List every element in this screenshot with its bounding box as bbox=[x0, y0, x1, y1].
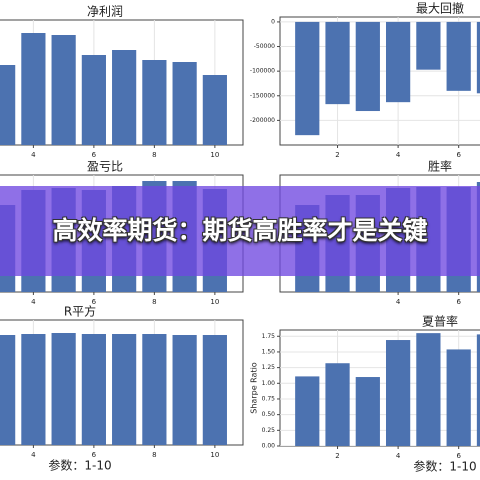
x-tick-label: 2 bbox=[335, 151, 339, 159]
bar bbox=[81, 55, 106, 145]
bar bbox=[112, 50, 137, 145]
chart-panel: R平方 4 6 8 10 参数：1-10 bbox=[0, 304, 244, 473]
x-tick-label: 6 bbox=[92, 451, 97, 459]
banner-text: 高效率期货：期货高胜率才是关键 bbox=[52, 216, 428, 245]
bar bbox=[325, 363, 350, 446]
bar bbox=[385, 340, 411, 446]
bar bbox=[385, 21, 411, 103]
y-tick-label: -200000 bbox=[250, 117, 275, 124]
y-tick-label: 1.75 bbox=[262, 333, 276, 340]
bar bbox=[0, 65, 16, 145]
y-tick-label: -150000 bbox=[250, 92, 275, 99]
bar bbox=[355, 21, 380, 112]
x-tick-label: 8 bbox=[152, 298, 156, 306]
bar bbox=[172, 335, 197, 445]
plot-area bbox=[0, 320, 227, 445]
bar bbox=[446, 21, 471, 91]
x-tick-label: 10 bbox=[210, 298, 219, 306]
bar bbox=[202, 335, 227, 445]
bar bbox=[416, 21, 441, 70]
bar bbox=[476, 334, 480, 446]
banner: 高效率期货：期货高胜率才是关键 bbox=[0, 186, 480, 276]
y-tick-label: 0 bbox=[271, 18, 275, 25]
bar bbox=[51, 35, 76, 145]
x-tick-label: 6 bbox=[456, 151, 461, 159]
bar bbox=[295, 21, 320, 136]
y-tick-label: 0.00 bbox=[262, 443, 276, 450]
chart-panel: 最大回撤 2 4 6 0 -50000 -100000 -150000 -200000 bbox=[250, 1, 480, 159]
x-tick-label: 10 bbox=[210, 451, 219, 459]
bar bbox=[476, 21, 480, 94]
bar bbox=[172, 62, 197, 145]
bar bbox=[81, 334, 106, 445]
chart-title: 净利润 bbox=[87, 5, 123, 19]
y-tick-label: -50000 bbox=[254, 43, 275, 50]
chart-title: 盈亏比 bbox=[87, 160, 123, 174]
x-tick-label: 2 bbox=[335, 452, 339, 460]
chart-panel: 净利润 4 6 8 10 bbox=[0, 5, 244, 159]
x-tick-label: 6 bbox=[92, 151, 97, 159]
y-tick-label: -100000 bbox=[250, 68, 275, 75]
x-tick-label: 8 bbox=[152, 451, 156, 459]
bar bbox=[446, 349, 471, 446]
y-tick-label: 0.25 bbox=[262, 427, 276, 434]
y-tick-label: 0.50 bbox=[262, 411, 276, 418]
x-tick-label: 4 bbox=[31, 298, 36, 306]
plot-area bbox=[0, 20, 227, 145]
chart-title: 胜率 bbox=[428, 159, 452, 174]
x-tick-label: 6 bbox=[92, 298, 97, 306]
bar bbox=[202, 75, 227, 145]
bar bbox=[416, 333, 441, 446]
chart-title: R平方 bbox=[64, 304, 96, 319]
x-tick-label: 4 bbox=[31, 451, 36, 459]
x-tick-label: 4 bbox=[396, 452, 401, 460]
chart-panel: 夏普率 2 4 6 0.00 0.25 0.50 0.75 1.00 1.25 1.50 1.75 Sh… bbox=[250, 314, 480, 474]
bar bbox=[295, 376, 320, 446]
y-tick-label: 0.75 bbox=[262, 395, 276, 402]
x-tick-label: 4 bbox=[396, 298, 401, 306]
bar bbox=[0, 335, 16, 445]
bar bbox=[21, 33, 46, 145]
plot-area bbox=[280, 17, 480, 145]
x-tick-label: 6 bbox=[456, 452, 461, 460]
x-axis-label: 参数：1-10 bbox=[48, 458, 111, 473]
x-axis-label: 参数：1-10 bbox=[413, 459, 476, 474]
bar bbox=[51, 333, 76, 445]
bar bbox=[325, 21, 350, 105]
y-tick-label: 1.25 bbox=[262, 364, 276, 371]
x-tick-label: 8 bbox=[152, 151, 156, 159]
bar bbox=[142, 334, 167, 445]
plot-area bbox=[280, 330, 480, 446]
y-tick-label: 1.00 bbox=[262, 380, 276, 387]
x-tick-label: 4 bbox=[31, 151, 36, 159]
bar bbox=[112, 334, 137, 445]
bar bbox=[21, 334, 46, 445]
x-tick-label: 6 bbox=[456, 298, 461, 306]
x-tick-label: 4 bbox=[396, 151, 401, 159]
bar bbox=[355, 377, 380, 446]
y-axis-label: Sharpe Ratio bbox=[250, 362, 259, 414]
chart-title: 夏普率 bbox=[422, 314, 458, 329]
bar bbox=[142, 60, 167, 145]
chart-title: 最大回撤 bbox=[416, 1, 464, 16]
y-tick-label: 1.50 bbox=[262, 348, 276, 355]
x-tick-label: 10 bbox=[210, 151, 219, 159]
